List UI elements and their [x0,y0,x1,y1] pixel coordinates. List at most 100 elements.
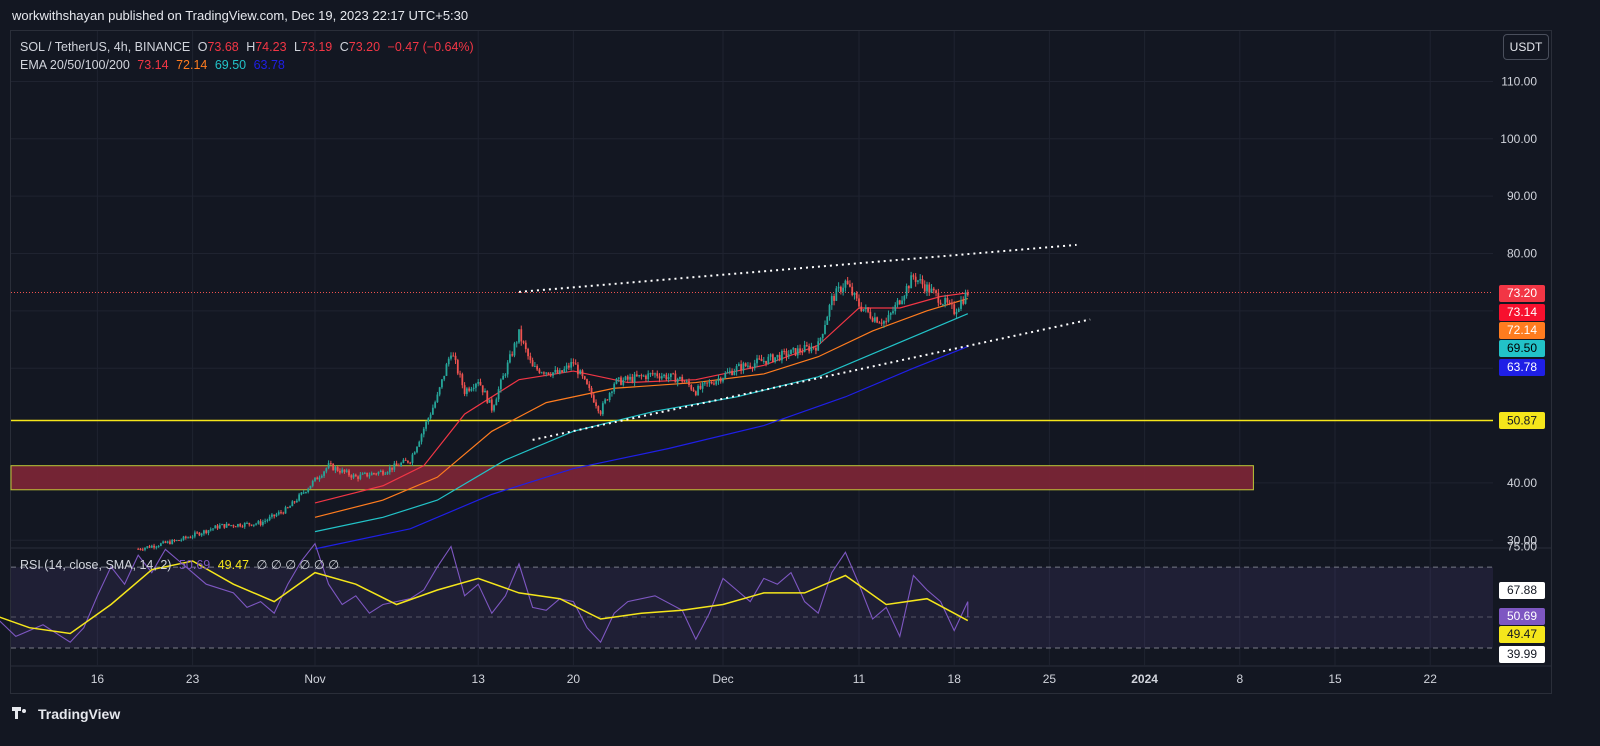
candle-body [384,473,387,475]
candle-body [518,329,520,343]
tradingview-brand[interactable]: TradingView [12,706,120,722]
candle-body [635,374,638,377]
candle-body [901,300,903,304]
candle-body [529,356,532,361]
candle-body [894,304,897,312]
candle-body [329,463,332,465]
rsi-label[interactable]: RSI (14, close, SMA, 14, 2) [20,558,172,572]
candle-body [658,376,661,379]
candle-body [749,365,752,368]
candle-body [540,372,543,374]
candle-body [479,381,482,386]
candle-body [785,350,788,357]
candle-body [663,374,665,377]
candle-body [783,350,786,352]
rsi-axis-label: 67.88 [1507,583,1537,597]
candle-body [216,525,219,529]
currency-button[interactable]: USDT [1503,34,1549,60]
candle-body [740,364,743,371]
candle-body [606,399,609,401]
candle-body [189,537,192,539]
candle-body [230,525,233,527]
candle-body [679,376,681,379]
ema-label[interactable]: EMA 20/50/100/200 [20,58,130,72]
ema-line-2[interactable] [314,298,968,518]
candle-body [225,523,228,528]
candle-body [289,506,291,508]
candle-body [808,346,811,352]
candle-body [277,512,280,515]
x-tick-label: 11 [853,672,866,686]
candle-body [252,524,255,526]
candle-body [223,524,226,528]
support-price-label: 50.87 [1507,414,1537,428]
candle-body [150,545,153,548]
candle-body [833,296,835,301]
candle-body [543,372,545,374]
candle-body [919,279,922,281]
candle-body [438,387,441,395]
candle-body [454,355,457,361]
symbol-label[interactable]: SOL / TetherUS, 4h, BINANCE [20,40,191,54]
candle-body [345,470,348,472]
candle-body [567,365,570,368]
candle-body [286,507,289,509]
candle-body [431,407,434,415]
candle-body [166,541,169,543]
candle-body [148,546,151,548]
candle-body [951,302,953,305]
candle-body [450,355,452,359]
candle-body [470,388,473,391]
rsi-axis-label: 50.69 [1507,609,1537,623]
candle-body [504,374,507,376]
candle-body [311,480,314,486]
candle-body [563,368,566,373]
demand-zone[interactable] [10,465,1254,491]
candle-body [887,315,890,322]
candle-body [257,521,260,524]
candle-body [907,286,910,289]
x-tick-label: 2024 [1131,672,1158,686]
candle-body [264,520,267,522]
close-value: 73.20 [348,40,381,54]
candle-body [855,293,858,299]
channel-upper-line[interactable] [518,243,1077,293]
candle-body [343,469,346,472]
channel-lower-line[interactable] [532,318,1091,441]
candle-body [817,341,820,351]
candle-body [939,302,942,305]
candle-body [889,313,892,316]
candle-body [339,470,341,473]
candle-body [620,377,622,385]
candle-body [280,512,282,514]
candle-body [214,525,217,529]
candle-body [146,546,149,548]
candle-body [248,522,251,525]
candle-body [305,492,307,494]
candle-body [495,399,498,406]
candle-body [509,354,511,363]
rsi-line[interactable] [0,542,969,644]
candle-body [552,372,554,376]
candle-body [599,411,602,415]
ema-line-3[interactable] [314,313,969,533]
candle-body [957,308,960,312]
x-tick-label: 25 [1043,672,1057,686]
candle-body [810,346,813,352]
y-tick-label: 80.00 [1507,247,1537,261]
candle-body [549,374,552,376]
rsi-legend: RSI (14, close, SMA, 14, 2) 50.69 49.47 … [20,557,343,572]
rsi-sma-line[interactable] [0,560,969,635]
ema20-value: 73.14 [137,58,169,72]
candle-body [243,522,246,527]
brand-label: TradingView [38,706,121,722]
ema-line-4[interactable] [314,345,969,550]
candle-body [640,375,643,377]
candle-body [359,474,362,479]
candle-body [654,373,656,375]
candle-body [839,286,842,292]
close-label: C [339,40,349,54]
candle-body [298,494,301,501]
candle-body [588,384,591,388]
